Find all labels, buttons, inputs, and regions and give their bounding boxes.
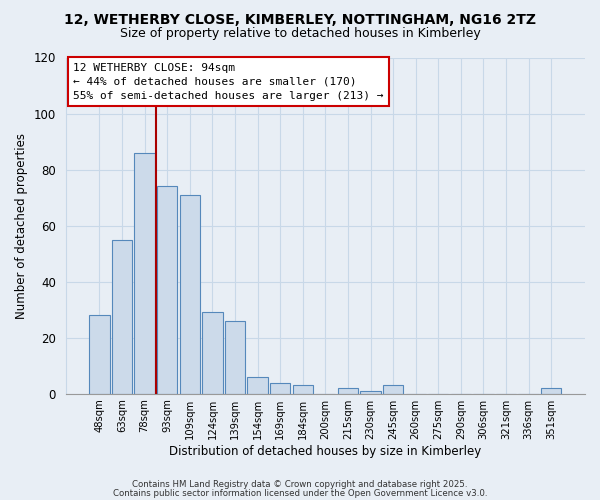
Bar bbox=[383, 386, 403, 394]
Text: 12, WETHERBY CLOSE, KIMBERLEY, NOTTINGHAM, NG16 2TZ: 12, WETHERBY CLOSE, KIMBERLEY, NOTTINGHA… bbox=[64, 12, 536, 26]
Text: Contains public sector information licensed under the Open Government Licence v3: Contains public sector information licen… bbox=[113, 489, 487, 498]
Bar bbox=[338, 388, 358, 394]
Bar bbox=[361, 391, 380, 394]
Bar bbox=[202, 312, 223, 394]
Y-axis label: Number of detached properties: Number of detached properties bbox=[15, 132, 28, 318]
Bar bbox=[89, 316, 110, 394]
X-axis label: Distribution of detached houses by size in Kimberley: Distribution of detached houses by size … bbox=[169, 444, 481, 458]
Bar bbox=[134, 153, 155, 394]
Bar bbox=[247, 377, 268, 394]
Bar bbox=[225, 321, 245, 394]
Bar bbox=[293, 386, 313, 394]
Text: 12 WETHERBY CLOSE: 94sqm
← 44% of detached houses are smaller (170)
55% of semi-: 12 WETHERBY CLOSE: 94sqm ← 44% of detach… bbox=[73, 62, 384, 100]
Bar bbox=[112, 240, 132, 394]
Bar bbox=[541, 388, 562, 394]
Text: Contains HM Land Registry data © Crown copyright and database right 2025.: Contains HM Land Registry data © Crown c… bbox=[132, 480, 468, 489]
Bar bbox=[270, 382, 290, 394]
Bar bbox=[179, 195, 200, 394]
Bar bbox=[157, 186, 178, 394]
Text: Size of property relative to detached houses in Kimberley: Size of property relative to detached ho… bbox=[119, 28, 481, 40]
